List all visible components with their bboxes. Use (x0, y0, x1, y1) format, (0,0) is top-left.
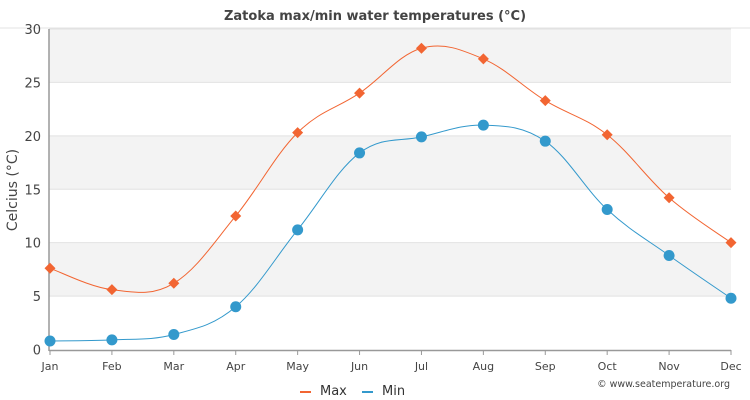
plot-band (49, 29, 731, 83)
x-tick-label: Jan (41, 360, 59, 373)
x-axis-ticks: Jan Feb Mar Apr May Jun Jul Aug Sep Oct Nov Dec (41, 350, 742, 373)
data-point-min[interactable] (415, 131, 427, 143)
data-point-max[interactable] (725, 237, 737, 249)
data-point-max[interactable] (663, 192, 675, 204)
legend-item-max[interactable]: Max (300, 384, 347, 399)
y-tick-label: 15 (24, 183, 41, 198)
x-tick-label: Oct (598, 360, 618, 373)
data-point-min[interactable] (106, 334, 118, 346)
data-point-min[interactable] (601, 204, 613, 216)
x-tick-label: Feb (102, 360, 121, 373)
data-point-min[interactable] (725, 292, 737, 304)
credit-link[interactable]: © www.seatemperature.org (597, 379, 730, 390)
series-min (44, 119, 737, 347)
series-layer (44, 42, 737, 347)
y-tick-label: 5 (33, 290, 41, 305)
y-axis-ticks: 0 5 10 15 20 25 30 (24, 23, 41, 359)
y-tick-label: 0 (33, 344, 41, 359)
plot-band (49, 242, 731, 297)
legend[interactable]: Max Min (300, 384, 405, 399)
data-point-max[interactable] (106, 284, 118, 296)
data-point-max[interactable] (415, 42, 427, 54)
y-tick-label: 30 (24, 23, 41, 38)
x-tick-label: May (286, 360, 309, 373)
data-point-min[interactable] (539, 135, 551, 147)
legend-item-min[interactable]: Min (362, 384, 405, 399)
x-tick-label: Mar (163, 360, 184, 373)
data-point-min[interactable] (292, 224, 304, 236)
y-axis-label: Celcius (°C) (5, 149, 21, 231)
x-tick-label: Jul (414, 360, 428, 373)
legend-label-min: Min (382, 384, 405, 399)
x-tick-label: Apr (226, 360, 246, 373)
data-point-min[interactable] (354, 147, 366, 159)
data-point-min[interactable] (230, 301, 242, 313)
data-point-max[interactable] (44, 262, 56, 274)
data-point-min[interactable] (663, 249, 675, 261)
data-point-max[interactable] (477, 53, 489, 65)
legend-label-max: Max (320, 384, 347, 399)
y-tick-label: 10 (24, 237, 41, 252)
x-tick-label: Nov (658, 360, 680, 373)
x-tick-label: Dec (720, 360, 741, 373)
y-tick-label: 20 (24, 130, 41, 145)
data-point-max[interactable] (168, 277, 180, 289)
y-tick-label: 25 (24, 76, 41, 91)
x-tick-label: Jun (350, 360, 368, 373)
plot-band (49, 135, 731, 190)
data-point-max[interactable] (601, 129, 613, 141)
data-point-min[interactable] (477, 119, 489, 131)
chart-title: Zatoka max/min water temperatures (°C) (224, 9, 526, 24)
data-point-max[interactable] (292, 127, 304, 139)
plot-bands (49, 28, 731, 297)
x-tick-label: Sep (535, 360, 556, 373)
data-point-max[interactable] (354, 87, 366, 99)
series-max (44, 42, 737, 296)
data-point-min[interactable] (44, 335, 56, 347)
x-tick-label: Aug (473, 360, 494, 373)
data-point-min[interactable] (168, 329, 180, 341)
data-point-max[interactable] (539, 95, 551, 107)
data-point-max[interactable] (230, 210, 242, 222)
